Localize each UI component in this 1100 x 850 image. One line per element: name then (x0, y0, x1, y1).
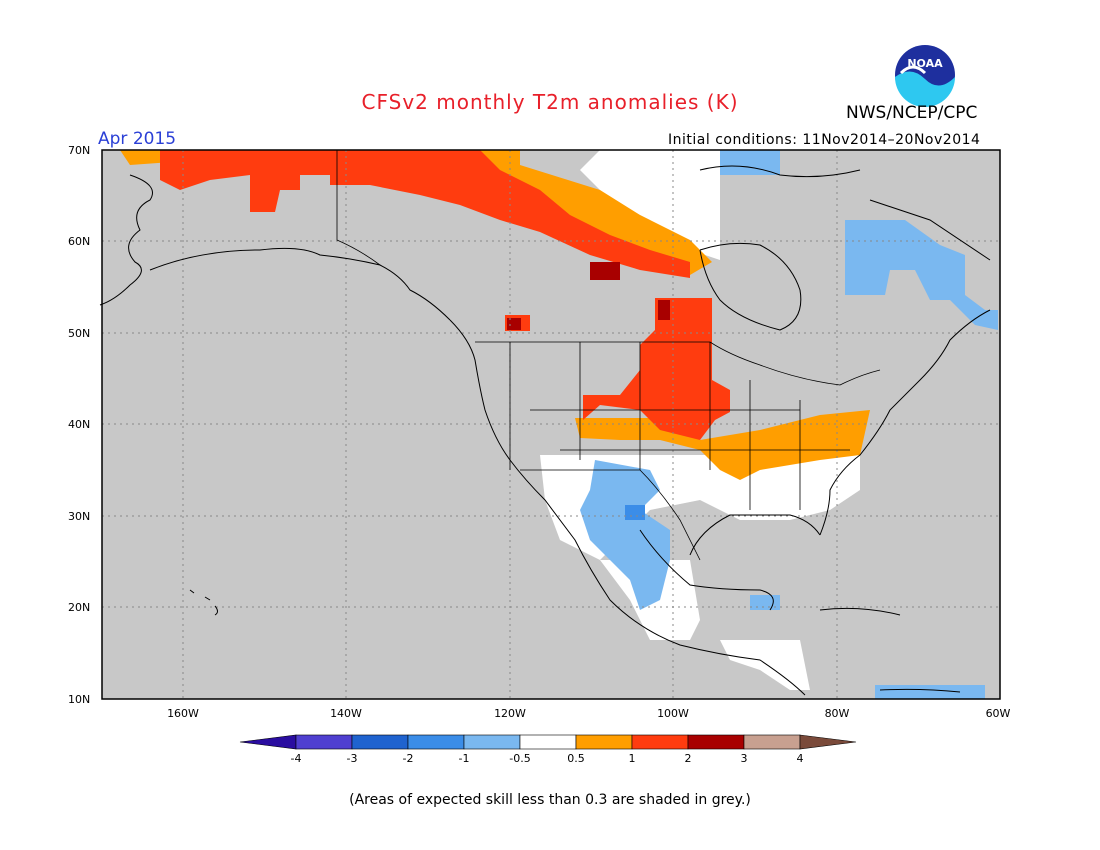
latitude-labels: 70N 60N 50N 40N 30N 20N 10N (68, 144, 90, 706)
warm-area-arctic-coast (120, 150, 712, 275)
chart-title: CFSv2 monthly T2m anomalies (K) (361, 90, 739, 114)
us-mexico-border (520, 469, 701, 561)
lon-label-100w: 100W (657, 707, 689, 720)
lat-label-50n: 50N (68, 327, 90, 340)
lat-label-10n: 10N (68, 693, 90, 706)
graticule (102, 150, 1000, 699)
initial-conditions: Initial conditions: 11Nov2014–20Nov2014 (668, 132, 981, 148)
lat-label-60n: 60N (68, 235, 90, 248)
lon-label-120w: 120W (494, 707, 526, 720)
lat-label-30n: 30N (68, 510, 90, 523)
hot-area-manitoba (658, 300, 670, 320)
cool-area-baffin (720, 150, 780, 175)
gulf-coast (639, 514, 821, 611)
hawaii-islands (189, 589, 218, 616)
map-panel (99, 149, 1001, 700)
forecast-month: Apr 2015 (98, 129, 177, 149)
alaska-coast (99, 174, 451, 321)
pacific-coast (449, 319, 806, 696)
us-canada-border (475, 341, 881, 386)
noaa-logo: NOAA (895, 45, 955, 107)
cool-area-southwest (580, 460, 670, 610)
hot-area-montana (507, 318, 521, 330)
agency-label: NWS/NCEP/CPC (846, 103, 978, 123)
logo-text: NOAA (907, 57, 943, 70)
cool-area-yucatan (750, 595, 780, 610)
map-frame (101, 149, 1001, 700)
lon-label-140w: 140W (330, 707, 362, 720)
arctic-islands-coast (699, 165, 991, 261)
warm-area-central-us (575, 410, 870, 480)
cool-area-quebec (845, 220, 998, 330)
lat-label-20n: 20N (68, 601, 90, 614)
warm-area-alaska-yukon (160, 150, 690, 278)
political-borders (336, 150, 881, 561)
us-state-lines (509, 342, 850, 510)
coastlines (99, 165, 991, 696)
skill-footnote: (Areas of expected skill less than 0.3 a… (349, 792, 751, 808)
lat-label-40n: 40N (68, 418, 90, 431)
longitude-labels: 160W 140W 120W 100W 80W 60W (167, 707, 1010, 720)
hudson-bay-coast (699, 242, 802, 331)
caribbean-islands (819, 607, 961, 693)
lon-label-160w: 160W (167, 707, 199, 720)
atlantic-coast (819, 309, 991, 536)
lon-label-60w: 60W (986, 707, 1011, 720)
cool-area-caribbean (875, 685, 985, 699)
neutral-area-canada-north (580, 150, 720, 260)
alaska-canada-border (336, 150, 381, 266)
cool-area-texas (625, 505, 645, 520)
lon-label-80w: 80W (825, 707, 850, 720)
anomaly-fields (120, 150, 998, 699)
hot-area-hudson-bay (590, 262, 620, 280)
lat-label-70n: 70N (68, 144, 90, 157)
warm-area-northern-plains (583, 298, 730, 440)
neutral-area-central-america (720, 640, 810, 690)
